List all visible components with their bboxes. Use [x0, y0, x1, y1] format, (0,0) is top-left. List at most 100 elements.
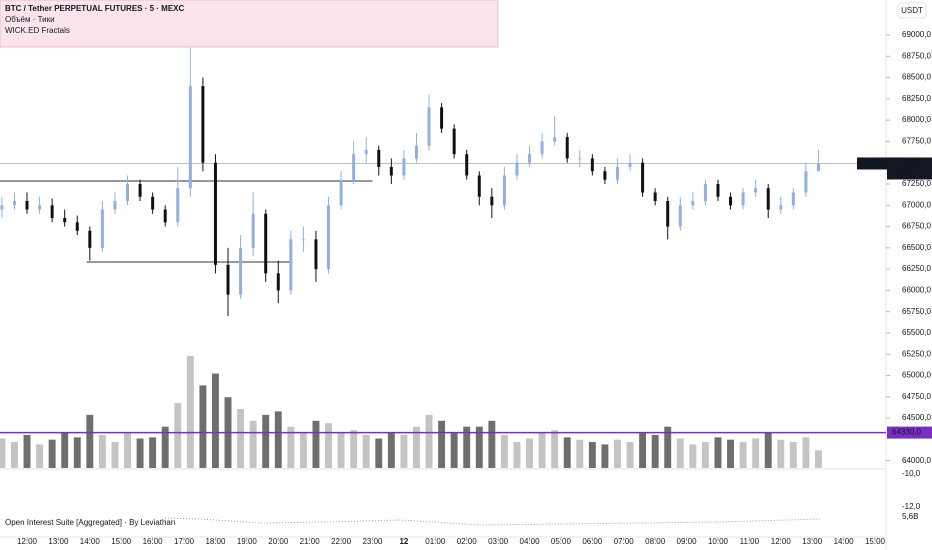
volume-bar	[802, 437, 810, 468]
volume-bar	[249, 420, 257, 468]
volume-bar	[149, 437, 157, 468]
volume-bar	[237, 409, 245, 468]
volume-bar	[450, 432, 458, 468]
volume-bar	[73, 437, 81, 468]
x-tick-label: 15:00	[111, 537, 132, 546]
volume-bar	[639, 432, 647, 468]
volume-bar	[488, 420, 496, 468]
x-tick-label: 14:00	[80, 537, 101, 546]
candle-body	[50, 205, 54, 219]
volume-bar	[199, 385, 207, 468]
y-tick-label: 65500,0	[902, 328, 931, 337]
candle-body	[126, 183, 130, 202]
volume-bar	[0, 438, 6, 468]
volume-bar	[463, 426, 471, 468]
volume-bar	[614, 439, 621, 468]
volume-bar	[626, 442, 634, 468]
y-tick-label: 66750,0	[902, 222, 931, 231]
x-tick-label: 07:00	[614, 537, 635, 546]
candle-body	[615, 166, 619, 180]
candle-body	[414, 145, 418, 159]
indicator-label: Объём · Тики	[5, 15, 55, 24]
chart-title: BTC / Tether PERPETUAL FUTURES · 5 · MEX…	[5, 4, 184, 13]
x-tick-label: 20:00	[268, 537, 289, 546]
candle-body	[213, 162, 217, 265]
y-tick-label: 68250,0	[902, 94, 931, 103]
volume-bar	[312, 420, 320, 468]
volume-bar	[588, 442, 596, 468]
volume-bar	[274, 411, 282, 468]
volume-bar	[701, 442, 709, 468]
volume-bar	[61, 432, 69, 468]
candle-body	[578, 158, 582, 160]
candle-body	[113, 201, 117, 210]
x-tick-label: 13:00	[802, 537, 823, 546]
x-tick-label: 17:00	[174, 537, 195, 546]
candle-body	[528, 154, 532, 163]
x-tick-label: 19:00	[237, 537, 258, 546]
y-tick-label: 64750,0	[902, 392, 931, 401]
candle-body	[364, 149, 368, 155]
volume-bar	[438, 420, 446, 468]
candle-body	[151, 196, 155, 210]
x-tick-label: 12	[399, 537, 408, 546]
candle-body	[791, 192, 795, 206]
candle-body	[678, 205, 682, 227]
y-tick-label: 66500,0	[902, 243, 931, 252]
price-label-box	[887, 157, 932, 180]
indicator-label: Open Interest Suite [Aggregated] · By Le…	[5, 518, 175, 527]
volume-bar	[538, 432, 546, 468]
x-tick-label: 18:00	[205, 537, 226, 546]
candle-body	[339, 179, 343, 206]
candle-body	[327, 205, 331, 270]
y-tick-label: 67750,0	[902, 137, 931, 146]
candle-body	[276, 273, 280, 291]
candle-body	[653, 192, 657, 202]
candle-body	[289, 239, 293, 291]
candle-body	[754, 188, 758, 193]
candle-body	[12, 201, 16, 206]
candle-body	[0, 205, 4, 210]
oi-axis-label: -12,0	[902, 502, 921, 511]
x-tick-label: 02:00	[457, 537, 478, 546]
x-tick-label: 06:00	[582, 537, 603, 546]
candle-body	[502, 175, 506, 206]
candle-body	[465, 154, 469, 176]
volume-bar	[362, 434, 370, 468]
volume-bar	[124, 432, 131, 468]
candle-body	[427, 107, 431, 146]
x-tick-label: 12:00	[771, 537, 792, 546]
volume-bar	[651, 434, 659, 468]
y-tick-label: 68500,0	[902, 73, 931, 82]
volume-bar	[10, 442, 18, 468]
candle-body	[402, 158, 406, 176]
volume-bar	[513, 442, 521, 468]
volume-bar	[500, 434, 508, 468]
volume-bar	[526, 438, 533, 468]
y-tick-label: 65750,0	[902, 307, 931, 316]
candle-body	[201, 86, 205, 163]
candle-body	[188, 86, 192, 189]
x-tick-label: 12:00	[17, 537, 38, 546]
volume-bar	[601, 444, 609, 468]
x-tick-label: 13:00	[48, 537, 69, 546]
volume-bar	[174, 403, 182, 468]
x-tick-label: 14:00	[834, 537, 855, 546]
candle-body	[38, 205, 42, 210]
x-tick-label: 03:00	[488, 537, 509, 546]
volume-bar	[764, 432, 772, 468]
candle-body	[176, 188, 180, 223]
currency-button[interactable]	[897, 2, 927, 19]
x-tick-label: 05:00	[551, 537, 572, 546]
indicator-label: WICK.ED Fractals	[5, 26, 70, 35]
x-tick-label: 10:00	[708, 537, 729, 546]
volume-bar	[86, 414, 94, 468]
candle-body	[377, 149, 381, 167]
x-tick-label: 11:00	[740, 537, 760, 546]
volume-bar	[325, 423, 332, 468]
currency-label: USDT	[901, 6, 923, 15]
candle-body	[716, 183, 720, 197]
countdown-label: 01:33	[892, 169, 913, 178]
